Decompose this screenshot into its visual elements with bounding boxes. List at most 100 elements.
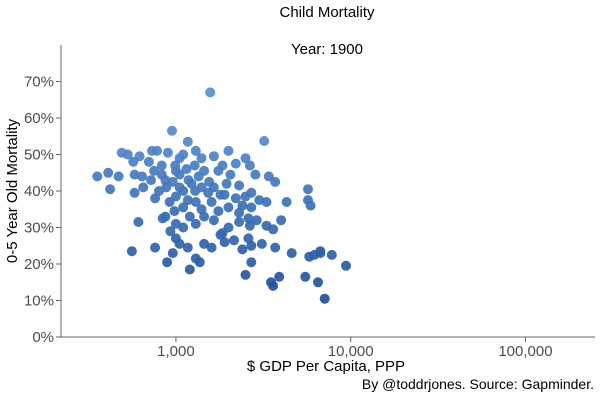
data-point — [126, 246, 137, 257]
data-point — [319, 293, 330, 304]
data-point — [138, 182, 149, 193]
data-point — [182, 242, 193, 253]
data-point — [92, 171, 103, 182]
data-point — [219, 237, 230, 248]
data-point — [229, 235, 239, 246]
data-point — [274, 271, 285, 282]
data-point — [281, 197, 292, 207]
chart-caption: By @toddrjones. Source: Gapminder. — [362, 376, 594, 392]
data-point — [240, 191, 251, 202]
data-point — [205, 87, 216, 98]
data-point — [174, 238, 185, 249]
data-point — [270, 176, 281, 187]
data-point — [268, 280, 279, 291]
data-point — [193, 171, 204, 182]
data-point — [259, 136, 270, 146]
x-axis-title: $ GDP Per Capita, PPP — [247, 358, 405, 375]
data-point — [223, 145, 234, 156]
data-point — [199, 211, 210, 222]
chart-subtitle: Year: 1900 — [291, 41, 363, 58]
data-point — [270, 242, 281, 253]
y-tick-label: 50% — [24, 147, 54, 164]
data-point — [181, 164, 192, 175]
data-point — [178, 202, 189, 213]
data-point — [234, 180, 245, 191]
y-tick-label: 10% — [24, 293, 54, 310]
data-point — [223, 202, 234, 213]
data-point — [167, 125, 177, 136]
data-point — [230, 193, 241, 204]
data-point — [162, 147, 173, 158]
data-point — [174, 153, 185, 164]
data-point — [300, 271, 311, 282]
data-point — [261, 197, 272, 207]
data-point — [203, 187, 214, 198]
data-point — [190, 145, 201, 156]
data-point — [162, 257, 173, 268]
data-point — [250, 169, 261, 180]
y-tick-label: 60% — [24, 110, 54, 127]
data-point — [206, 242, 217, 253]
chart-title: Child Mortality — [279, 4, 375, 21]
data-point — [230, 158, 241, 169]
data-point — [105, 184, 116, 195]
data-point — [215, 229, 226, 240]
data-point — [113, 171, 124, 182]
data-point — [167, 248, 178, 259]
x-tick-label: 1,000 — [157, 343, 195, 360]
x-tick-label: 100,000 — [498, 343, 552, 360]
data-point — [199, 238, 210, 249]
data-point — [208, 215, 219, 226]
data-point — [164, 197, 175, 207]
data-point — [246, 202, 257, 213]
data-point — [221, 178, 232, 189]
data-point — [246, 257, 257, 268]
data-point — [225, 169, 236, 180]
data-point — [165, 226, 176, 237]
data-point — [196, 153, 207, 164]
data-point — [157, 213, 168, 224]
data-point — [174, 169, 185, 180]
data-points — [92, 87, 351, 304]
data-point — [167, 176, 178, 187]
data-point — [315, 248, 326, 259]
data-point — [146, 175, 156, 186]
x-ticks: 1,000 10,000 100,000 — [157, 337, 553, 360]
data-point — [240, 153, 251, 164]
data-point — [178, 186, 189, 196]
data-point — [152, 145, 163, 156]
y-tick-label: 20% — [24, 256, 54, 273]
data-point — [149, 165, 160, 176]
data-point — [133, 217, 144, 227]
data-point — [182, 136, 193, 147]
data-point — [276, 215, 287, 226]
data-point — [213, 206, 224, 217]
data-point — [206, 197, 217, 207]
data-point — [219, 189, 230, 200]
data-point — [184, 264, 195, 275]
data-point — [190, 197, 201, 207]
data-point — [244, 220, 255, 231]
data-point — [194, 257, 205, 268]
y-tick-label: 70% — [24, 74, 54, 91]
data-point — [128, 156, 139, 167]
data-point — [213, 165, 224, 176]
y-tick-label: 30% — [24, 220, 54, 237]
data-point — [122, 149, 133, 160]
data-point — [251, 215, 262, 226]
y-axis-title: 0-5 Year Old Mortality — [4, 118, 21, 263]
data-point — [244, 160, 255, 171]
x-tick-label: 10,000 — [328, 343, 374, 360]
data-point — [303, 184, 313, 195]
data-point — [326, 249, 337, 260]
data-point — [190, 186, 201, 196]
data-point — [286, 248, 297, 259]
data-point — [268, 224, 279, 235]
data-point — [341, 260, 351, 271]
data-point — [182, 195, 193, 206]
y-ticks: 0% 10% 20% 30% 40% 50% 60% 70% — [24, 74, 61, 346]
data-point — [184, 211, 195, 222]
data-point — [150, 193, 161, 204]
data-point — [156, 160, 167, 171]
